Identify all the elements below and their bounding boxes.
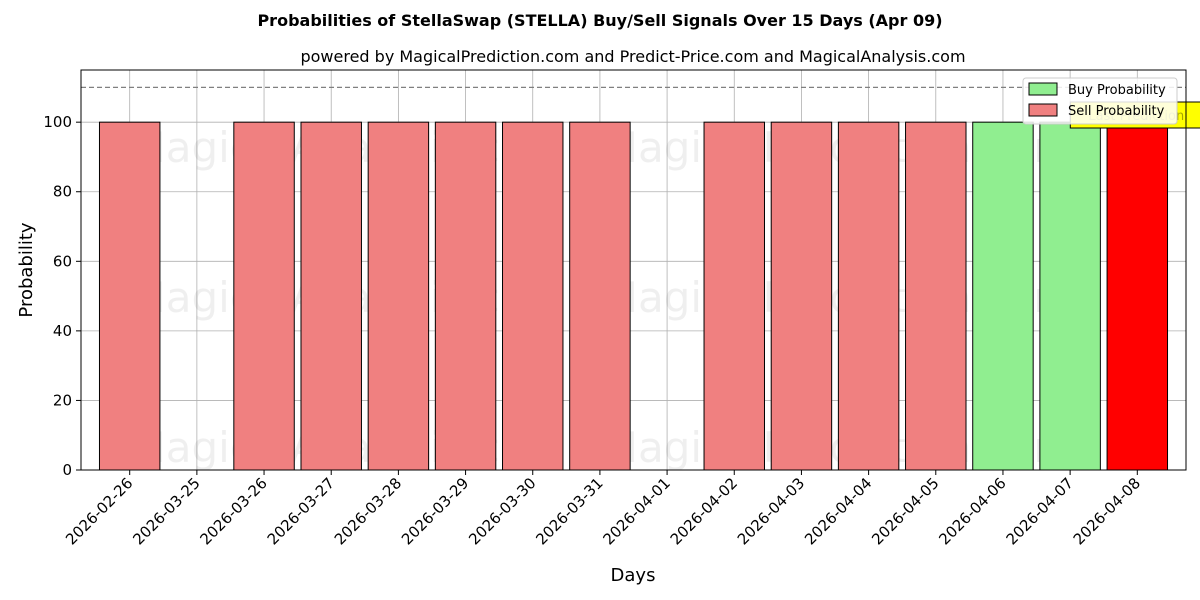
bar-sell [569, 121, 631, 471]
bar-sell [1106, 121, 1169, 471]
chart-subtitle: powered by MagicalPrediction.com and Pre… [300, 47, 965, 66]
bar-buy [972, 121, 1034, 471]
y-tick-label: 40 [53, 322, 72, 340]
bar-sell [434, 121, 497, 471]
bar-sell [837, 121, 900, 471]
x-tick-label: 2026-04-08 [1070, 474, 1144, 548]
legend-swatch [1028, 103, 1058, 117]
legend-label: Buy Probability [1068, 83, 1166, 98]
bar-sell [905, 121, 967, 471]
x-tick-label: 2026-03-26 [196, 474, 270, 548]
x-tick-label: 2026-04-07 [1003, 474, 1077, 548]
bar-sell [98, 121, 161, 471]
x-tick-label: 2026-02-26 [62, 474, 136, 548]
x-tick-label: 2026-03-25 [129, 474, 203, 548]
legend-swatch [1028, 82, 1058, 96]
y-tick-label: 0 [62, 461, 72, 479]
bar-sell [367, 121, 430, 471]
plot-area: MagicalAnalysis.comMagicalPrediction.com… [43, 69, 1200, 548]
x-tick-label: 2026-03-31 [532, 474, 606, 548]
x-tick-label: 2026-04-03 [734, 474, 808, 548]
bar-sell [300, 121, 362, 471]
x-tick-label: 2026-03-29 [398, 474, 472, 548]
bar-sell [233, 121, 295, 471]
legend-box [1022, 77, 1178, 125]
axes-frame [80, 69, 1187, 471]
x-tick-label: 2026-04-05 [868, 474, 942, 548]
chart-title: Probabilities of StellaSwap (STELLA) Buy… [257, 11, 942, 30]
x-axis-label: Days [611, 565, 656, 586]
y-axis-label: Probability [16, 222, 37, 317]
x-tick-label: 2026-04-04 [801, 474, 875, 548]
legend-label: Sell Probability [1068, 104, 1165, 119]
y-tick-label: 60 [53, 252, 72, 270]
bar-sell [502, 121, 564, 471]
y-tick-label: 80 [53, 183, 72, 201]
legend: Buy Probability Sell Probability [1022, 77, 1178, 125]
x-tick-label: 2026-04-01 [600, 474, 674, 548]
x-tick-label: 2026-03-30 [465, 474, 539, 548]
y-tick-label: 100 [43, 113, 72, 131]
y-tick-label: 20 [53, 391, 72, 409]
x-tick-label: 2026-03-27 [264, 474, 338, 548]
bar-buy [1039, 121, 1101, 471]
bar-sell [770, 121, 833, 471]
x-tick-label: 2026-03-28 [331, 474, 405, 548]
x-tick-label: 2026-04-06 [935, 474, 1009, 548]
x-tick-label: 2026-04-02 [667, 474, 741, 548]
bar-sell [703, 121, 765, 471]
